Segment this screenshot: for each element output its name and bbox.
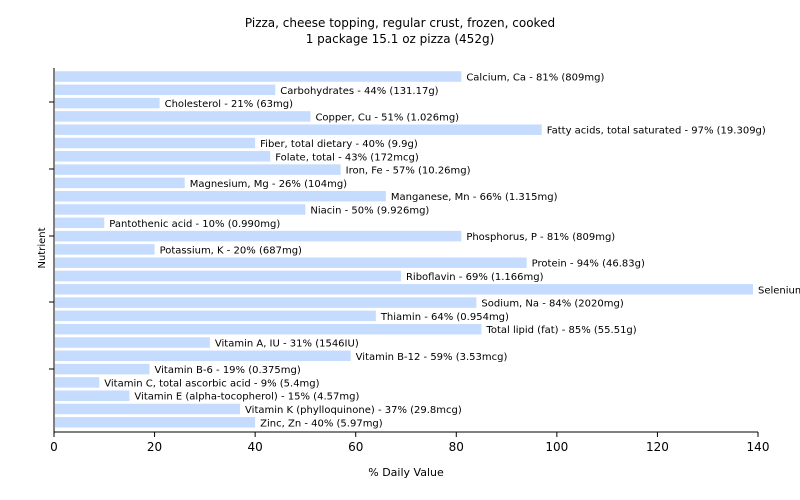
bar <box>55 137 256 149</box>
bar <box>55 204 306 215</box>
bar-label: Carbohydrates - 44% (131.17g) <box>280 86 438 97</box>
x-axis-label: % Daily Value <box>368 466 444 479</box>
bar-label: Iron, Fe - 57% (10.26mg) <box>346 166 471 177</box>
bar-label: Protein - 94% (46.83g) <box>532 259 645 270</box>
bar-label: Thiamin - 64% (0.954mg) <box>380 312 509 323</box>
bar <box>55 190 386 202</box>
bar-label: Zinc, Zn - 40% (5.97mg) <box>260 418 383 429</box>
bar-label: Riboflavin - 69% (1.166mg) <box>406 272 544 283</box>
bar <box>55 217 105 229</box>
axes-layer: 0 20 40 60 80 100 120 140 <box>49 68 769 454</box>
bar <box>55 111 311 122</box>
bar-label: Vitamin C, total ascorbic acid - 9% (5.4… <box>104 378 319 389</box>
bar <box>55 363 150 375</box>
bar <box>55 257 527 268</box>
bar-label: Cholesterol - 21% (63mg) <box>165 99 294 110</box>
bar <box>55 97 160 109</box>
bar-label: Vitamin B-6 - 19% (0.375mg) <box>155 365 301 376</box>
x-tick-label: 20 <box>147 440 162 454</box>
bar-label: Folate, total - 43% (172mcg) <box>275 152 419 163</box>
bar-label: Vitamin E (alpha-tocopherol) - 15% (4.57… <box>134 392 359 403</box>
bar <box>55 244 155 255</box>
bar-label: Total lipid (fat) - 85% (55.51g) <box>485 325 636 336</box>
bar-label: Copper, Cu - 51% (1.026mg) <box>315 112 459 123</box>
bar-label: Potassium, K - 20% (687mg) <box>160 245 302 256</box>
chart-subtitle: 1 package 15.1 oz pizza (452g) <box>305 32 495 46</box>
bar <box>55 230 462 242</box>
bar-label: Manganese, Mn - 66% (1.315mg) <box>391 192 558 203</box>
bar <box>55 297 477 308</box>
bar <box>55 377 100 388</box>
x-tick-label: 120 <box>646 440 669 454</box>
bar-label: Selenium, Se - 139% (97.2mcg) <box>758 285 800 296</box>
bar-labels-layer: Calcium, Ca - 81% (809mg) Carbohydrates -… <box>104 73 800 430</box>
y-axis-label: Nutrient <box>37 227 48 268</box>
bar <box>55 270 401 282</box>
bar-label: Vitamin B-12 - 59% (3.53mcg) <box>356 352 508 363</box>
x-tick-label: 40 <box>248 440 263 454</box>
bar-label: Fatty acids, total saturated - 97% (19.3… <box>547 126 766 137</box>
bar-label: Pantothenic acid - 10% (0.990mg) <box>109 219 280 230</box>
bar-label: Phosphorus, P - 81% (809mg) <box>466 232 615 243</box>
bar-label: Sodium, Na - 84% (2020mg) <box>481 299 623 310</box>
bar <box>55 84 276 96</box>
bar <box>55 124 542 135</box>
bar <box>55 310 376 322</box>
x-tick-label: 140 <box>747 440 770 454</box>
bar-label: Magnesium, Mg - 26% (104mg) <box>190 179 347 190</box>
bar-label: Niacin - 50% (9.926mg) <box>310 206 429 217</box>
x-tick-label: 0 <box>50 440 58 454</box>
x-tick-label: 60 <box>348 440 363 454</box>
x-tick-label: 100 <box>545 440 568 454</box>
bar <box>55 177 185 189</box>
chart-title: Pizza, cheese topping, regular crust, fr… <box>244 16 556 30</box>
bar <box>55 337 210 348</box>
bar-label: Vitamin K (phylloquinone) - 37% (29.8mcg… <box>245 405 462 416</box>
bar-label: Calcium, Ca - 81% (809mg) <box>466 73 604 84</box>
bars-layer <box>55 71 753 428</box>
bar-label: Fiber, total dietary - 40% (9.9g) <box>260 139 418 150</box>
bar <box>55 164 341 175</box>
bar <box>55 71 462 82</box>
bar <box>55 403 241 415</box>
bar <box>55 284 753 295</box>
bar-label: Vitamin A, IU - 31% (1546IU) <box>215 339 359 350</box>
x-tick-label: 80 <box>449 440 464 454</box>
bar <box>55 390 130 401</box>
bar <box>55 350 351 362</box>
bar <box>55 151 271 162</box>
bar <box>55 417 256 428</box>
bar <box>55 323 482 335</box>
